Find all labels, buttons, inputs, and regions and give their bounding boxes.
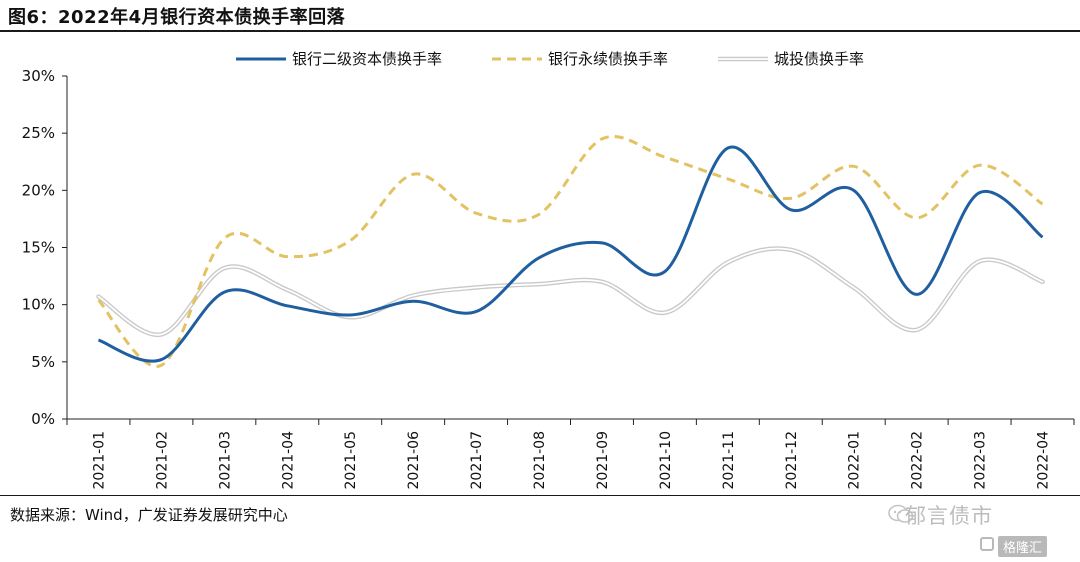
legend-item-0: 银行二级资本债换手率 — [236, 50, 442, 68]
x-tick-label: 2021-03 — [217, 431, 233, 490]
line-chart: 银行二级资本债换手率 银行永续债换手率 城投债换手率 0% 5% 10% 15% 20% 25… — [22, 50, 1075, 490]
source-note: 数据来源：Wind，广发证券发展研究中心 — [10, 506, 288, 524]
chat-bubble-icon — [888, 504, 914, 523]
series-line — [97, 135, 1044, 368]
legend-item-2: 城投债换手率 — [718, 50, 864, 68]
x-tick-label: 2021-07 — [469, 431, 485, 490]
series-line — [97, 145, 1044, 363]
top-rule — [0, 30, 1080, 32]
figure-title: 图6：2022年4月银行资本债换手率回落 — [8, 7, 346, 28]
bottom-rule — [0, 495, 1080, 496]
legend: 银行二级资本债换手率 银行永续债换手率 城投债换手率 — [236, 50, 864, 68]
x-tick-label: 2021-04 — [280, 431, 296, 490]
x-tick-label: 2021-09 — [595, 431, 611, 490]
watermark-subtext: 格隆汇 — [998, 536, 1048, 557]
legend-label: 银行二级资本债换手率 — [292, 50, 442, 68]
x-tick-label: 2021-01 — [91, 431, 107, 490]
x-tick-label: 2021-11 — [721, 431, 737, 490]
y-tick-label: 30% — [22, 67, 55, 85]
series-line-outer — [96, 246, 1045, 337]
x-tick-label: 2021-12 — [784, 431, 800, 490]
series-layer — [96, 135, 1045, 368]
series-line-inner — [97, 247, 1044, 336]
series-1 — [97, 135, 1044, 368]
x-tick-label: 2021-02 — [154, 431, 170, 490]
x-tick-label: 2021-06 — [406, 431, 422, 490]
y-tick-label: 25% — [22, 124, 55, 142]
y-tick-label: 10% — [22, 296, 55, 314]
x-tick-label: 2022-01 — [847, 431, 863, 490]
watermark-text: 郁言债市 — [905, 504, 993, 528]
x-tick-label: 2022-04 — [1036, 431, 1052, 490]
x-tick-label: 2021-05 — [343, 431, 359, 490]
x-tick-label: 2021-08 — [532, 431, 548, 490]
series-2 — [96, 246, 1045, 337]
legend-label: 城投债换手率 — [774, 50, 864, 68]
axes: 0% 5% 10% 15% 20% 25% 30% 2021-01 2021-02 2021-03… — [22, 67, 1075, 490]
legend-label: 银行永续债换手率 — [548, 50, 668, 68]
x-tick-label: 2022-02 — [910, 431, 926, 490]
series-0 — [97, 145, 1044, 363]
x-tick-label: 2022-03 — [973, 431, 989, 490]
watermark-logo-icon — [980, 537, 994, 551]
legend-item-1: 银行永续债换手率 — [492, 50, 668, 68]
x-tick-label: 2021-10 — [658, 431, 674, 490]
y-tick-label: 0% — [31, 410, 55, 428]
y-tick-label: 15% — [22, 239, 55, 257]
y-tick-label: 20% — [22, 181, 55, 199]
y-tick-label: 5% — [31, 353, 55, 371]
